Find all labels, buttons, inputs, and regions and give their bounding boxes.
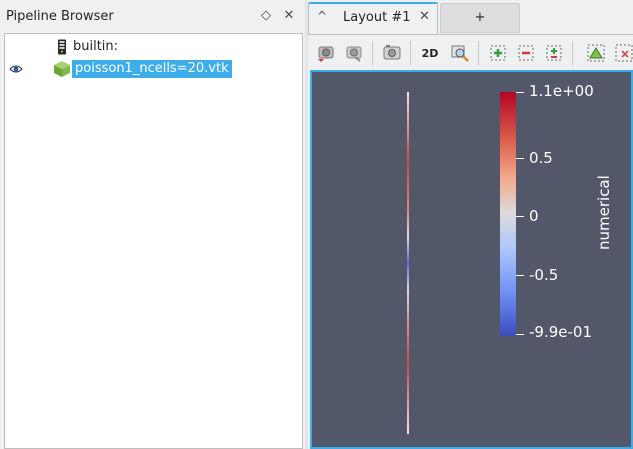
reset-camera-icon[interactable] [314,41,338,65]
color-legend-tick [516,275,524,276]
color-legend-tick [516,334,524,335]
select-block-icon[interactable] [612,41,633,65]
eye-icon[interactable] [9,63,23,78]
view-toolbar: 2D [308,34,633,70]
float-panel-button[interactable]: ◇ [261,8,271,23]
chevron-up-icon[interactable]: ^ [317,9,328,23]
panel-splitter[interactable] [305,0,308,449]
select-cells-through-icon[interactable] [542,41,566,65]
tree-item-label: builtin: [73,39,119,54]
server-icon [57,39,67,59]
tab-label: Layout #1 [343,10,411,25]
toolbar-separator [478,41,479,65]
color-legend-label: -0.5 [529,266,559,284]
2d-mode-button[interactable]: 2D [421,46,439,60]
tree-item-builtin[interactable]: builtin: [5,36,302,58]
color-legend-tick [516,92,524,93]
pipeline-browser-header: Pipeline Browser ◇ ✕ [0,0,305,33]
pipeline-browser-panel: Pipeline Browser ◇ ✕ builtin: [0,0,305,449]
color-legend-label: 0 [529,207,539,225]
tree-item-dataset[interactable]: poisson1_ncells=20.vtk [5,58,302,80]
color-legend-title: numerical [595,175,613,250]
select-cells-on-icon[interactable] [486,41,510,65]
close-panel-button[interactable]: ✕ [283,8,295,23]
zoom-to-box-icon[interactable] [448,41,472,65]
toolbar-separator [372,41,373,65]
color-legend-tick [516,216,524,217]
zoom-to-data-icon[interactable] [342,41,366,65]
capture-screenshot-icon[interactable] [380,41,404,65]
layout-tab-bar: ^ Layout #1 ✕ + [308,0,633,34]
add-layout-tab-button[interactable]: + [440,3,520,33]
color-legend-bar[interactable] [500,92,516,336]
color-legend-max-label: 1.1e+00 [529,82,594,100]
toolbar-separator [572,41,573,65]
dataset-cube-icon [53,60,71,82]
tree-item-label: poisson1_ncells=20.vtk [72,60,232,78]
color-legend-min-label: -9.9e-01 [529,323,592,341]
interactive-select-icon[interactable] [584,41,608,65]
dataset-line-plot [407,92,409,434]
pipeline-browser-title: Pipeline Browser [6,9,114,24]
color-legend-label: 0.5 [529,149,553,167]
color-legend-tick [516,158,524,159]
toolbar-separator [410,41,411,65]
select-points-on-icon[interactable] [514,41,538,65]
render-view[interactable]: 1.1e+00 0.5 0 -0.5 -9.9e-01 numerical [310,70,633,449]
close-tab-icon[interactable]: ✕ [419,9,430,24]
pipeline-tree[interactable]: builtin: poisson1_ncells=20.vtk [4,33,303,449]
tab-layout-1[interactable]: ^ Layout #1 ✕ [308,2,438,34]
